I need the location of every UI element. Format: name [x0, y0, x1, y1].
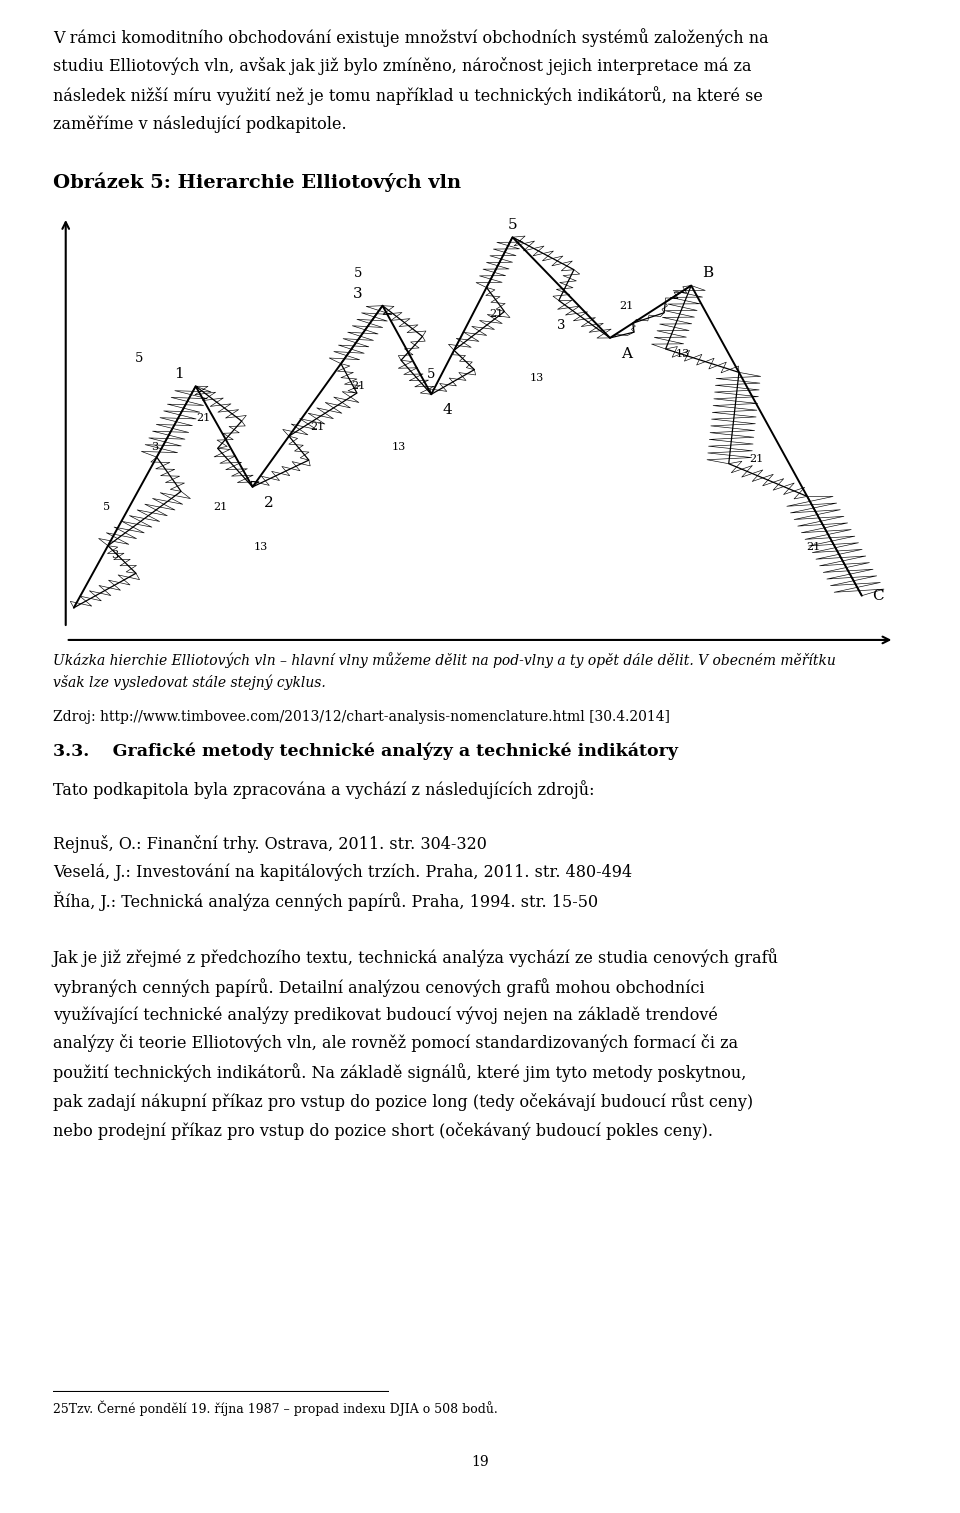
Text: 3: 3 — [353, 286, 363, 301]
Text: 5: 5 — [508, 218, 517, 231]
Text: 25Tzv. Černé pondělí 19. října 1987 – propad indexu DJIA o 508 bodů.: 25Tzv. Černé pondělí 19. října 1987 – pr… — [53, 1400, 497, 1416]
Text: Ukázka hierchie Elliotových vln – hlavní vlny můžeme dělit na pod-vlny a ty opět: Ukázka hierchie Elliotových vln – hlavní… — [53, 652, 835, 690]
Text: 4: 4 — [443, 404, 452, 418]
Text: 3.3.  Grafické metody technické analýzy a technické indikátory: 3.3. Grafické metody technické analýzy a… — [53, 741, 678, 760]
Text: 13: 13 — [530, 374, 544, 383]
Text: 21: 21 — [310, 422, 324, 431]
Text: C: C — [873, 589, 884, 602]
Text: B: B — [702, 266, 713, 280]
Text: 21: 21 — [749, 454, 763, 463]
Text: A: A — [621, 346, 632, 362]
Text: 3: 3 — [557, 319, 565, 333]
Text: Tato podkapitola byla zpracována a vychází z následujících zdrojů:

Rejnuš, O.: : Tato podkapitola byla zpracována a vychá… — [53, 781, 779, 1139]
Text: 5: 5 — [354, 266, 362, 280]
Text: 5: 5 — [103, 502, 109, 511]
Text: 19: 19 — [471, 1456, 489, 1469]
Text: V rámci komoditního obchodování existuje množství obchodních systémů založených : V rámci komoditního obchodování existuje… — [53, 29, 768, 133]
Text: Zdroj: http://www.timbovee.com/2013/12/chart-analysis-nomenclature.html [30.4.20: Zdroj: http://www.timbovee.com/2013/12/c… — [53, 710, 670, 725]
Text: 3: 3 — [111, 551, 118, 560]
Text: 21: 21 — [490, 309, 503, 319]
Text: 21: 21 — [351, 381, 365, 392]
Text: 21: 21 — [619, 301, 634, 310]
Text: 21: 21 — [197, 413, 211, 424]
Text: 21: 21 — [213, 502, 228, 511]
Text: 13: 13 — [392, 442, 406, 452]
Text: 1: 1 — [175, 368, 184, 381]
Text: 13: 13 — [676, 350, 690, 359]
Text: 2: 2 — [264, 496, 274, 510]
Text: 21: 21 — [806, 542, 820, 552]
Text: 3: 3 — [152, 442, 158, 452]
Text: Obrázek 5: Hierarchie Elliotových vln: Obrázek 5: Hierarchie Elliotových vln — [53, 172, 461, 192]
Text: 5: 5 — [427, 368, 436, 381]
Text: 13: 13 — [253, 542, 268, 552]
Text: 5: 5 — [134, 351, 143, 365]
